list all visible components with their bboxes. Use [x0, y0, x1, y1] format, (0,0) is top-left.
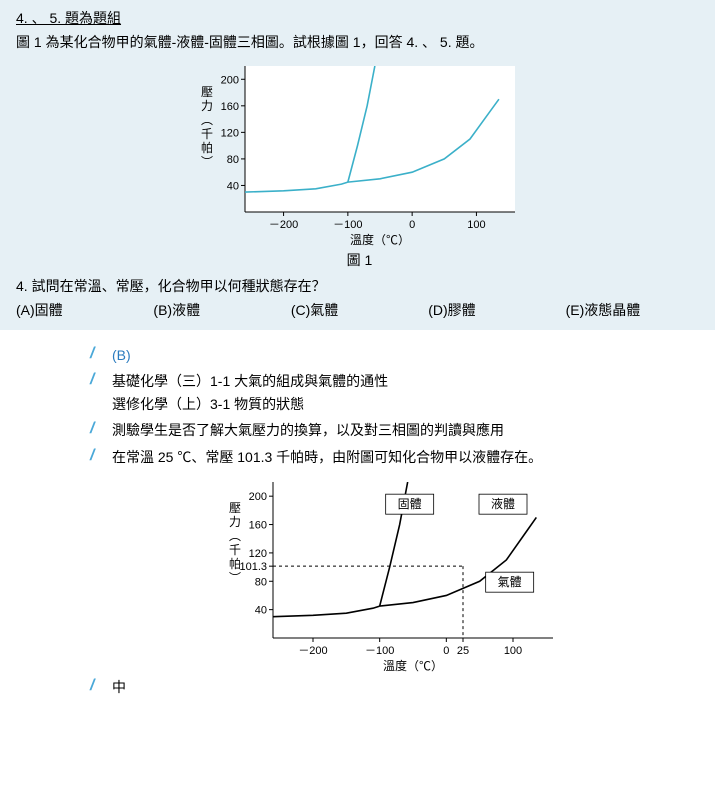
svg-text:101.3: 101.3 — [239, 561, 267, 573]
figure-2-wrap: 40 80 101.3120 160 200 －200 －100 0 25 100 溫度（℃） 壓力︵… — [90, 472, 695, 672]
explain-topic: 基礎化學（三）1-1 大氣的組成與氣體的通性 選修化學（上）3-1 物質的狀態 — [112, 370, 695, 415]
choice-e: (E)液態晶體 — [566, 300, 703, 320]
svg-text:40: 40 — [226, 180, 238, 192]
svg-text:︶: ︶ — [200, 155, 212, 169]
svg-text:液體: 液體 — [490, 496, 514, 511]
svg-text:200: 200 — [248, 491, 266, 503]
svg-text:帕: 帕 — [228, 556, 240, 571]
svg-text:千: 千 — [200, 127, 212, 141]
svg-text:－100: －100 — [333, 219, 362, 231]
explain-topic-line2: 選修化學（上）3-1 物質的狀態 — [112, 396, 304, 412]
choice-row: (A)固體 (B)液體 (C)氣體 (D)膠體 (E)液態晶體 — [16, 300, 703, 320]
svg-text:－100: －100 — [364, 645, 393, 657]
svg-text:40: 40 — [254, 605, 266, 617]
answer-area: / (B) / 基礎化學（三）1-1 大氣的組成與氣體的通性 選修化學（上）3-… — [0, 330, 715, 712]
svg-text:100: 100 — [467, 219, 485, 231]
svg-text:100: 100 — [503, 645, 521, 657]
svg-text:溫度（℃）: 溫度（℃） — [382, 658, 442, 672]
svg-text:160: 160 — [220, 101, 238, 113]
svg-text:千: 千 — [228, 543, 240, 557]
group-heading: 4. 、 5. 題為題組 — [16, 8, 703, 28]
svg-text:︵: ︵ — [228, 529, 240, 543]
svg-text:︶: ︶ — [228, 571, 240, 585]
choice-a: (A)固體 — [16, 300, 153, 320]
question-block: 4. 、 5. 題為題組 圖 1 為某化合物甲的氣體-液體-固體三相圖。試根據圖… — [0, 0, 715, 330]
svg-text:120: 120 — [248, 548, 266, 560]
svg-text:力: 力 — [200, 99, 212, 113]
svg-text:壓: 壓 — [228, 501, 240, 515]
figure-1-wrap: 40 80 120 160 200 －200 －100 0 100 溫度（℃） 壓力︵千帕︶ — [16, 56, 703, 246]
bullet-icon: / — [90, 344, 104, 363]
svg-text:80: 80 — [226, 154, 238, 166]
svg-text:︵: ︵ — [200, 113, 212, 127]
svg-text:120: 120 — [220, 127, 238, 139]
svg-text:氣體: 氣體 — [497, 575, 521, 589]
svg-text:25: 25 — [456, 645, 468, 657]
difficulty-label: 中 — [112, 676, 695, 698]
svg-text:力: 力 — [228, 515, 240, 529]
answer-letter: (B) — [112, 344, 695, 366]
explain-solution: 在常溫 25 ℃、常壓 101.3 千帕時，由附圖可知化合物甲以液體存在。 — [112, 446, 695, 468]
intro-text: 圖 1 為某化合物甲的氣體-液體-固體三相圖。試根據圖 1，回答 4. 、 5.… — [16, 32, 703, 52]
svg-text:160: 160 — [248, 519, 266, 531]
figure-1-caption: 圖 1 — [16, 250, 703, 270]
svg-text:－200: －200 — [268, 219, 297, 231]
bullet-icon: / — [90, 370, 104, 389]
choice-c: (C)氣體 — [291, 300, 428, 320]
explain-topic-line1: 基礎化學（三）1-1 大氣的組成與氣體的通性 — [112, 373, 388, 389]
svg-text:80: 80 — [254, 576, 266, 588]
svg-text:帕: 帕 — [200, 140, 212, 155]
choice-b: (B)液體 — [153, 300, 290, 320]
bullet-icon: / — [90, 446, 104, 465]
svg-text:－200: －200 — [298, 645, 327, 657]
bullet-icon: / — [90, 419, 104, 438]
bullet-icon: / — [90, 676, 104, 695]
phase-diagram-2: 40 80 101.3120 160 200 －200 －100 0 25 100 溫度（℃） 壓力︵… — [223, 472, 563, 672]
svg-text:溫度（℃）: 溫度（℃） — [349, 232, 409, 246]
choice-d: (D)膠體 — [428, 300, 565, 320]
svg-text:0: 0 — [443, 645, 449, 657]
explain-skill: 測驗學生是否了解大氣壓力的換算，以及對三相圖的判讀與應用 — [112, 419, 695, 441]
svg-text:0: 0 — [409, 219, 415, 231]
svg-text:固體: 固體 — [397, 497, 421, 511]
question-4-text: 4. 試問在常溫、常壓，化合物甲以何種狀態存在？ — [16, 276, 703, 296]
phase-diagram-1: 40 80 120 160 200 －200 －100 0 100 溫度（℃） 壓力︵千帕︶ — [195, 56, 525, 246]
svg-text:壓: 壓 — [200, 85, 212, 99]
svg-text:200: 200 — [220, 74, 238, 86]
